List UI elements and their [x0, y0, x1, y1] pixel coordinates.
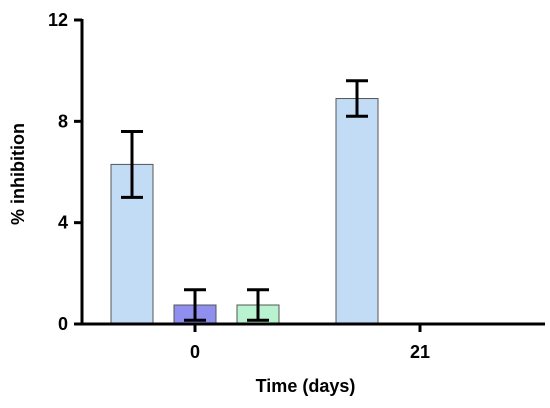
y-tick-label: 12 — [48, 10, 68, 30]
x-tick-label: 21 — [410, 342, 430, 362]
bar — [335, 98, 379, 325]
x-axis-title: Time (days) — [256, 376, 356, 396]
y-tick-label: 0 — [58, 314, 68, 334]
y-axis-title: % inhibition — [8, 123, 28, 225]
bars-layer — [110, 98, 379, 325]
y-tick-label: 4 — [58, 213, 68, 233]
y-ticks: 0 4 8 12 — [48, 10, 82, 334]
x-ticks: 0 21 — [190, 324, 430, 362]
error-bars-layer — [121, 79, 368, 322]
y-tick-label: 8 — [58, 111, 68, 131]
x-tick-label: 0 — [190, 342, 200, 362]
